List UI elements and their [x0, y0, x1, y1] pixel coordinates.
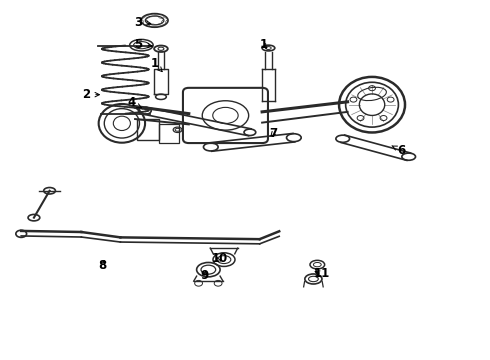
Text: 3: 3 [134, 16, 151, 29]
Text: 8: 8 [98, 259, 106, 272]
Text: 1: 1 [150, 57, 162, 72]
Text: 6: 6 [392, 144, 406, 157]
Text: 9: 9 [201, 269, 209, 282]
Text: 7: 7 [270, 127, 277, 140]
Text: 10: 10 [212, 252, 228, 265]
Text: 1: 1 [260, 38, 268, 51]
Text: 11: 11 [314, 267, 330, 280]
Text: 2: 2 [82, 88, 99, 101]
Text: 4: 4 [127, 96, 142, 109]
Text: 5: 5 [134, 38, 152, 51]
